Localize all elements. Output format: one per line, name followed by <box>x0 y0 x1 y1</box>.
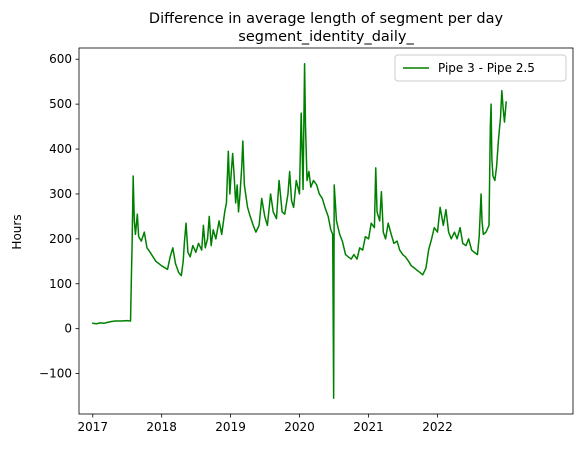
y-tick-label-0: −100 <box>39 367 72 381</box>
y-tick-label-1: 0 <box>64 322 72 336</box>
y-tick-label-3: 200 <box>49 232 72 246</box>
legend: Pipe 3 - Pipe 2.5 <box>394 54 567 82</box>
x-tick-label-3: 2020 <box>284 420 315 434</box>
y-tick-label-5: 400 <box>49 142 72 156</box>
chart-subtitle: segment_identity_daily_ <box>238 29 414 45</box>
x-tick-label-5: 2022 <box>422 420 453 434</box>
legend-box <box>394 54 567 82</box>
x-tick-label-1: 2018 <box>146 420 177 434</box>
y-axis-label: Hours <box>10 214 24 249</box>
x-tick-label-4: 2021 <box>353 420 384 434</box>
y-tick-label-4: 300 <box>49 187 72 201</box>
y-tick-label-6: 500 <box>49 97 72 111</box>
legend-label-0: Pipe 3 - Pipe 2.5 <box>438 61 535 75</box>
plot-frame <box>78 47 574 415</box>
x-tick-label-0: 2017 <box>78 420 109 434</box>
y-tick-label-2: 100 <box>49 277 72 291</box>
x-tick-label-2: 2019 <box>215 420 246 434</box>
y-tick-label-7: 600 <box>49 52 72 66</box>
plot-area: 2017 2018 2019 2020 2021 2022 −100 0 100 200 300 40… <box>39 47 574 434</box>
series-line-0 <box>92 62 507 400</box>
chart-title: Difference in average length of segment … <box>149 11 504 27</box>
